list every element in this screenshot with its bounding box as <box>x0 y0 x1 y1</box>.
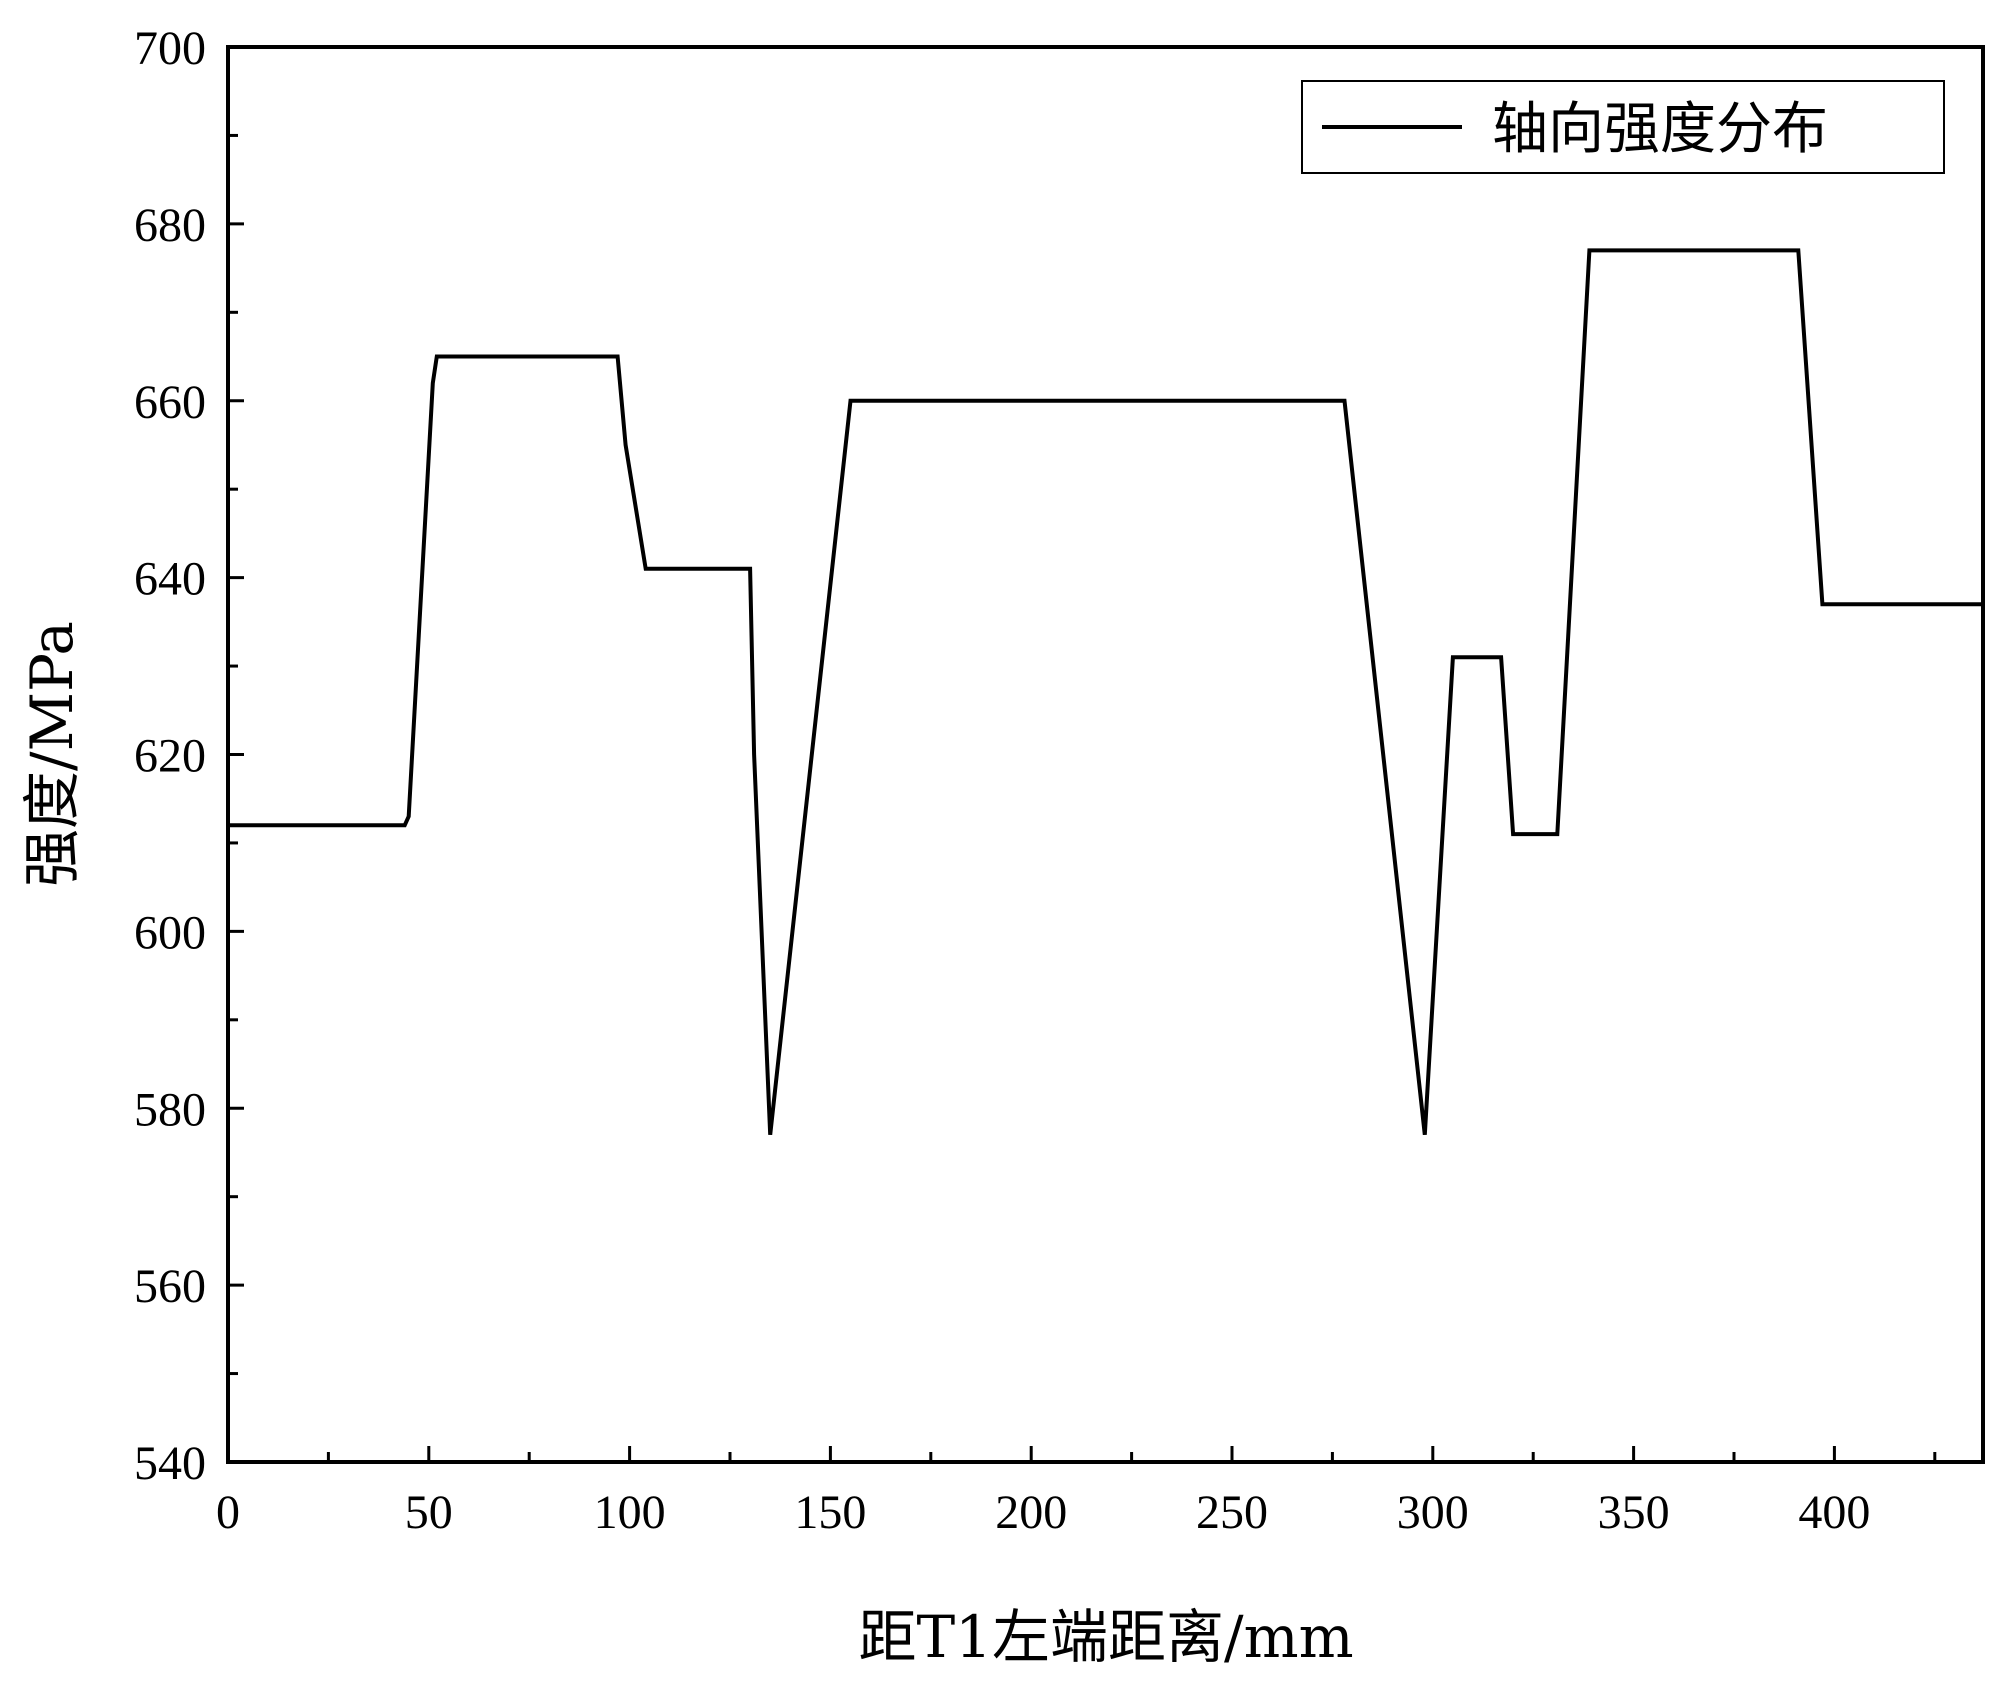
y-axis-title: 强度/MPa <box>18 621 86 887</box>
plot-frame <box>226 45 1985 1464</box>
x-tick-label: 200 <box>995 1486 1067 1539</box>
y-tick-label: 540 <box>134 1437 206 1490</box>
y-tick-label: 640 <box>134 553 206 606</box>
minor-ticks <box>228 133 1937 1462</box>
x-axis-title: 距T1左端距离/mm <box>858 1603 1353 1671</box>
y-tick-label: 600 <box>134 906 206 959</box>
x-tick-label: 100 <box>594 1486 666 1539</box>
y-tick-label: 580 <box>134 1083 206 1136</box>
y-tick-label: 700 <box>134 22 206 75</box>
x-tick-label: 350 <box>1598 1486 1670 1539</box>
y-tick-labels: 540 560 580 600 620 640 660 680 700 <box>134 22 206 1490</box>
x-tick-label: 150 <box>794 1486 866 1539</box>
x-tick-label: 0 <box>216 1486 240 1539</box>
y-tick-label: 560 <box>134 1260 206 1313</box>
major-ticks <box>226 45 1836 1464</box>
y-tick-label: 620 <box>134 730 206 783</box>
x-tick-labels: 0 50 100 150 200 250 300 350 400 <box>216 1486 1870 1539</box>
y-tick-label: 680 <box>134 199 206 252</box>
x-tick-label: 250 <box>1196 1486 1268 1539</box>
legend-label: 轴向强度分布 <box>1492 97 1828 162</box>
y-tick-label: 660 <box>134 376 206 429</box>
legend: 轴向强度分布 <box>1301 80 1945 174</box>
series-line-axial-strength <box>228 248 1983 1136</box>
x-tick-label: 400 <box>1798 1486 1870 1539</box>
x-tick-label: 50 <box>405 1486 453 1539</box>
x-tick-label: 300 <box>1397 1486 1469 1539</box>
